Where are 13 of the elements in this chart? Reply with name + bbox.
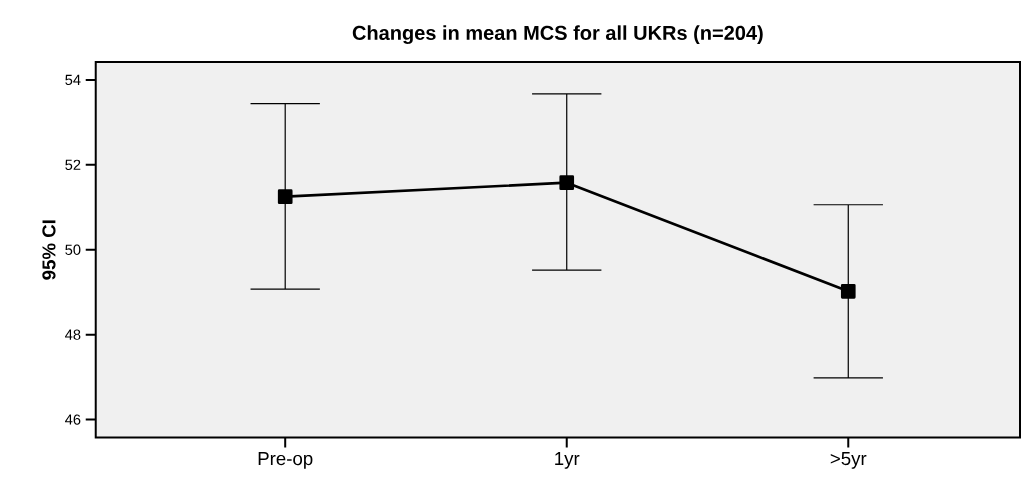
point bbox=[559, 175, 575, 190]
y-tick-label: 48 bbox=[65, 329, 81, 340]
point bbox=[277, 189, 293, 204]
y-axis-title: 95% CI bbox=[42, 220, 56, 280]
x-tick-label: Pre-op bbox=[258, 452, 313, 469]
chart-title: Changes in mean MCS for all UKRs (n=204) bbox=[352, 25, 763, 45]
y-tick-label: 52 bbox=[65, 159, 81, 171]
x-tick-label: 1yr bbox=[555, 452, 580, 469]
y-tick-label: 46 bbox=[65, 414, 81, 425]
point bbox=[840, 284, 856, 299]
y-tick-label: 50 bbox=[65, 244, 81, 255]
y-tick-label: 54 bbox=[65, 74, 81, 86]
x-tick-label: >5yr bbox=[830, 452, 867, 469]
